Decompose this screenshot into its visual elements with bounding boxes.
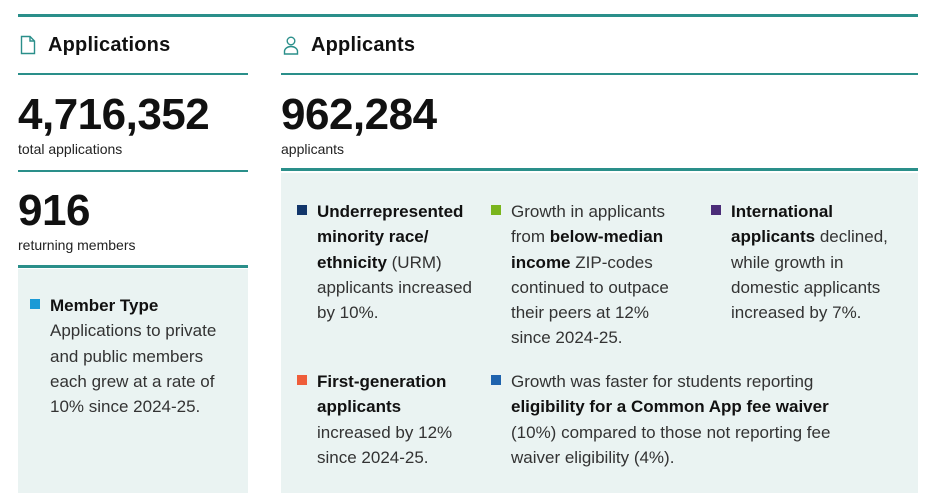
international-bullet: International applicants declined, while… <box>711 199 911 325</box>
top-divider <box>18 14 918 17</box>
total-applications-stat: 4,716,352 total applications <box>18 75 248 172</box>
bullet-square-icon <box>491 375 501 385</box>
returning-members-value: 916 <box>18 186 90 235</box>
bullet-square-icon <box>711 205 721 215</box>
member-type-heading: Member Type <box>50 296 159 315</box>
applicants-header: Applicants <box>281 17 918 75</box>
applicants-title: Applicants <box>311 33 416 56</box>
person-icon <box>281 34 301 56</box>
member-type-bullet: Member Type Applications to private and … <box>30 293 236 419</box>
first-gen-bold: First-generation applicants <box>317 372 447 417</box>
fee-waiver-bullet: Growth was faster for students reporting… <box>491 369 846 470</box>
member-type-text: Applications to private and public membe… <box>50 321 217 417</box>
international-text: declined, while growth in domestic appli… <box>731 227 888 323</box>
bullet-square-icon <box>30 299 40 309</box>
document-icon <box>18 34 38 56</box>
urm-bold: Underrepresented minority race/ ethnicit… <box>317 202 464 272</box>
urm-bullet: Underrepresented minority race/ ethnicit… <box>297 199 475 325</box>
member-type-panel: Member Type Applications to private and … <box>18 269 248 493</box>
urm-text: (URM) applicants increased by 10%. <box>317 252 472 323</box>
applications-section: Applications 4,716,352 total application… <box>18 17 248 493</box>
below-median-text: ZIP-codes continued to outpace their pee… <box>511 252 669 348</box>
applicants-stat: 962,284 applicants <box>281 75 918 171</box>
applicants-value: 962,284 <box>281 90 437 139</box>
international-bold: International applicants <box>731 202 834 247</box>
returning-members-stat: 916 returning members <box>18 172 248 268</box>
below-median-pre: Growth in applicants from <box>511 202 666 247</box>
first-gen-bullet: First-generation applicants increased by… <box>297 369 475 470</box>
fee-waiver-bold: eligibility for a Common App fee waiver <box>511 397 829 417</box>
fee-waiver-pre: Growth was faster for students reporting <box>511 372 814 391</box>
below-median-bullet: Growth in applicants from below-median i… <box>491 199 691 351</box>
total-applications-value: 4,716,352 <box>18 90 210 139</box>
applicants-section: Applicants 962,284 applicants Underrepre… <box>281 17 918 493</box>
bullet-square-icon <box>297 375 307 385</box>
bullet-square-icon <box>491 205 501 215</box>
applications-title: Applications <box>48 33 171 56</box>
bullet-square-icon <box>297 205 307 215</box>
below-median-bold: below-median income <box>511 227 664 272</box>
first-gen-text: increased by 12% since 2024-25. <box>317 422 453 467</box>
applications-header: Applications <box>18 17 248 75</box>
fee-waiver-text: (10%) compared to those not reporting fe… <box>511 422 831 467</box>
total-applications-label: total applications <box>18 141 123 157</box>
returning-members-label: returning members <box>18 237 136 253</box>
applicants-highlights-panel: Underrepresented minority race/ ethnicit… <box>281 173 918 493</box>
applicants-label: applicants <box>281 141 345 157</box>
